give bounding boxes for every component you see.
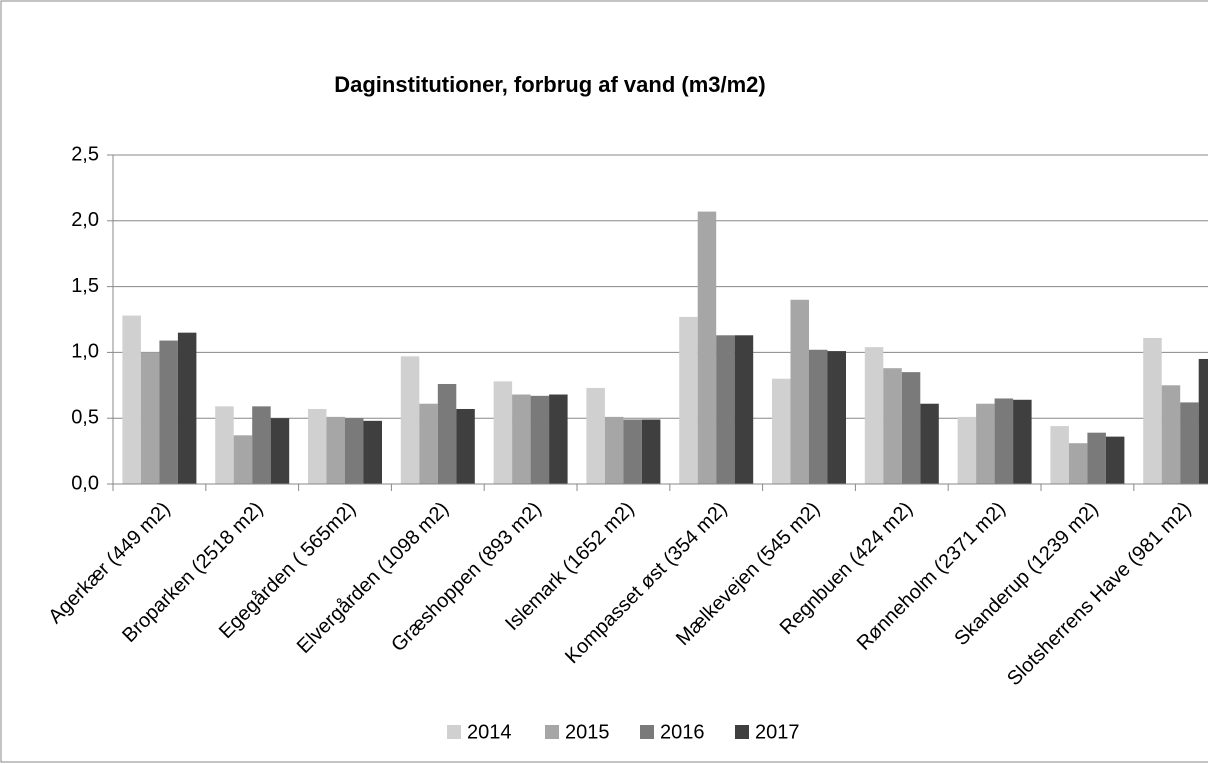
y-tick-label: 2,0 (71, 209, 99, 231)
bar (1143, 337, 1162, 484)
bar (697, 211, 717, 484)
bar (883, 368, 902, 484)
bar (363, 420, 382, 484)
bar (122, 315, 141, 484)
bar (215, 406, 234, 484)
bar (326, 416, 345, 484)
bar (734, 335, 754, 484)
bar (252, 406, 271, 484)
bar (994, 398, 1014, 484)
y-tick-label: 1,5 (71, 275, 99, 297)
bar (419, 403, 438, 484)
bar (716, 335, 735, 484)
bar (957, 416, 977, 484)
bar (976, 403, 995, 484)
legend-swatch (640, 725, 654, 739)
legend-label: 2014 (467, 721, 512, 743)
bar (901, 372, 921, 484)
bar (270, 418, 290, 484)
bar (679, 316, 698, 484)
bar (512, 394, 531, 484)
bar (233, 435, 253, 484)
bar (920, 403, 939, 484)
bar (437, 383, 457, 484)
bar (809, 349, 828, 484)
bar (772, 378, 791, 484)
bar (308, 408, 327, 484)
bar (1105, 436, 1125, 484)
bar (177, 332, 197, 484)
y-tick-label: 0,5 (71, 406, 99, 428)
legend-swatch (735, 725, 749, 739)
bar (159, 340, 178, 484)
bar (641, 419, 661, 484)
bar (586, 387, 605, 484)
bar (345, 418, 364, 484)
y-tick-label: 2,5 (71, 143, 99, 165)
bar (530, 395, 550, 484)
bar (1161, 385, 1181, 484)
bar (1050, 426, 1069, 484)
bar (623, 419, 642, 484)
bar (1198, 358, 1208, 484)
bar (790, 299, 809, 484)
legend-label: 2016 (660, 721, 705, 743)
legend-label: 2015 (565, 721, 610, 743)
legend-swatch (447, 725, 461, 739)
bar (456, 408, 475, 484)
bar (493, 381, 513, 484)
bar (827, 351, 846, 484)
bar (140, 352, 160, 484)
y-tick-label: 1,0 (71, 341, 99, 363)
bar (549, 394, 568, 484)
bar (1087, 432, 1106, 484)
legend-label: 2017 (755, 721, 800, 743)
y-tick-label: 0,0 (71, 472, 99, 494)
legend-swatch (545, 725, 559, 739)
bar (1013, 399, 1032, 484)
bar (604, 416, 624, 484)
bar (400, 356, 420, 484)
chart-title: Daginstitutioner, forbrug af vand (m3/m2… (334, 72, 765, 97)
bar (864, 347, 884, 484)
bar (1180, 402, 1199, 484)
bar (1068, 443, 1088, 484)
